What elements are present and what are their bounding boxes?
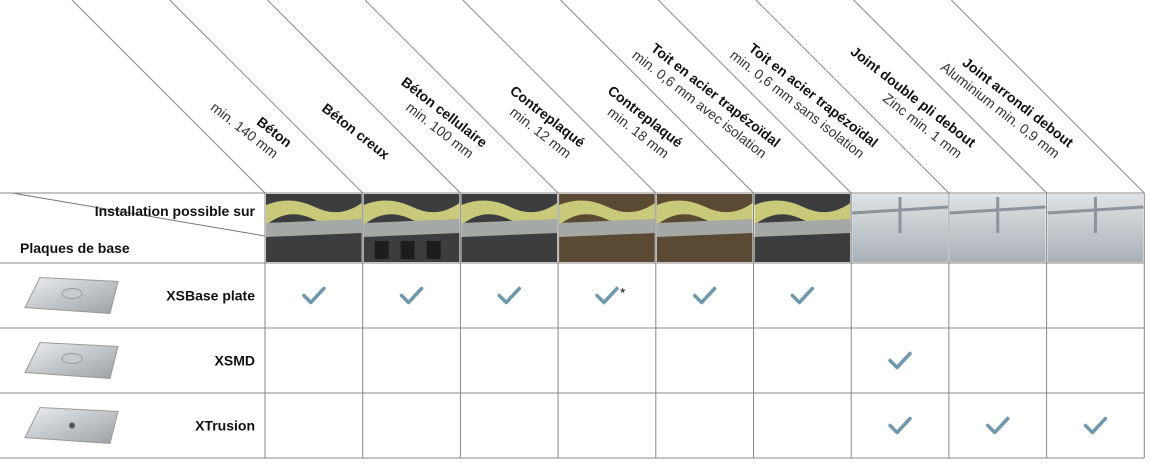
- material-face: [754, 219, 851, 237]
- header-diagonal: [71, 0, 266, 194]
- material-image: [754, 194, 851, 262]
- product-image: [24, 341, 119, 380]
- check-mark: [790, 286, 815, 305]
- header-diagonal: [950, 0, 1145, 194]
- header-diagonal: [853, 0, 1047, 194]
- plate-boss: [61, 288, 83, 299]
- plate-boss: [61, 353, 83, 364]
- check-mark: [497, 286, 521, 305]
- corner: Installation possible sur Plaques de bas…: [11, 192, 266, 256]
- material-face: [461, 219, 558, 237]
- material-face: [559, 219, 655, 237]
- check-mark: [888, 351, 912, 370]
- material-image: [852, 194, 948, 262]
- material-ridge: [949, 197, 1046, 233]
- column-title: Béton creux: [319, 100, 393, 163]
- header-diagonal: [267, 0, 461, 194]
- product-image: [24, 406, 119, 445]
- plate-hole: [69, 422, 75, 429]
- material-hole: [400, 241, 415, 259]
- material-hole: [426, 241, 441, 259]
- check-mark: [302, 286, 326, 305]
- material-layer: [754, 200, 851, 226]
- header-diagonal: [755, 0, 950, 194]
- material-image: [363, 194, 460, 262]
- check-mark: [399, 286, 424, 305]
- footnote-mark: *: [620, 285, 626, 301]
- material-hole: [374, 241, 389, 259]
- corner-top: Installation possible sur: [95, 203, 256, 219]
- check-mark: [888, 416, 912, 435]
- product-name: XSBase plate: [166, 288, 255, 304]
- product-name: XTrusion: [195, 418, 255, 434]
- material-image: [949, 194, 1046, 262]
- material-image: [656, 194, 753, 262]
- corner-divider: [11, 192, 266, 237]
- material-layer: [461, 200, 558, 226]
- material-image: [1047, 194, 1144, 262]
- material-layer: [363, 200, 460, 226]
- check-mark: [986, 416, 1010, 435]
- header-diagonal: [560, 0, 754, 194]
- header-diagonal: [462, 0, 657, 194]
- material-image: [266, 194, 362, 262]
- material-ridge: [852, 197, 948, 233]
- material-layer: [266, 200, 362, 226]
- material-face: [363, 219, 460, 237]
- column-header: Béton creux: [319, 100, 393, 163]
- header-diagonal: [657, 0, 852, 194]
- check-mark: [692, 286, 717, 305]
- material-ridge: [1047, 197, 1144, 233]
- material-image: [461, 194, 558, 262]
- corner-bottom: Plaques de base: [20, 240, 130, 256]
- check-mark: [1083, 416, 1108, 435]
- header-diagonal: [169, 0, 364, 194]
- material-layer: [559, 200, 655, 226]
- material-face: [656, 219, 753, 237]
- check-mark: [595, 286, 619, 305]
- material-face: [266, 219, 362, 237]
- material-layer: [656, 200, 753, 226]
- product-image: [24, 276, 119, 315]
- header-diagonal: [364, 0, 559, 194]
- product-name: XSMD: [215, 353, 255, 369]
- material-image: [559, 194, 655, 262]
